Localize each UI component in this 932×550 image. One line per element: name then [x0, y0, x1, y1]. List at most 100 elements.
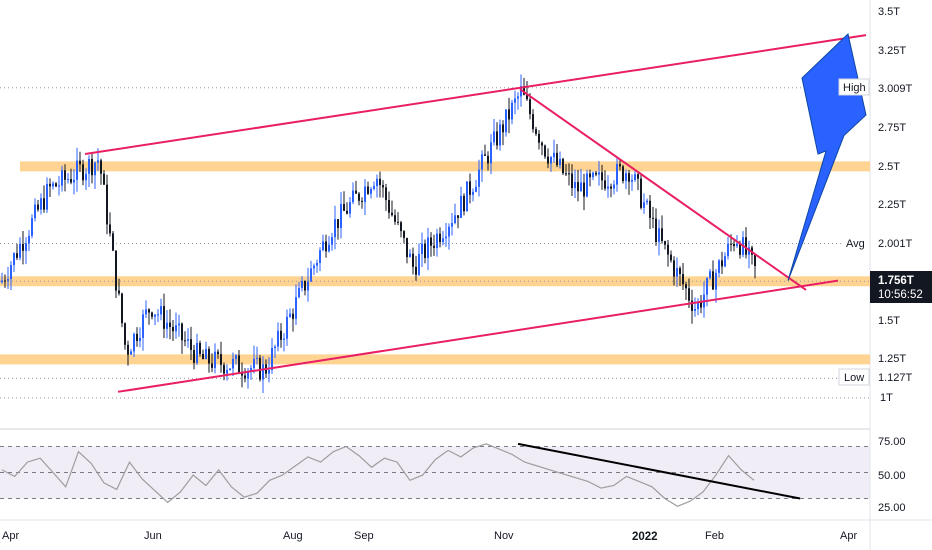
candle-body: [355, 190, 357, 194]
candle-body: [496, 131, 498, 146]
candle-body: [151, 312, 153, 317]
candle-body: [358, 193, 360, 201]
rsi-axis[interactable]: 75.00 50.00 25.00: [878, 436, 906, 514]
candle-body: [643, 202, 645, 208]
candle-body: [271, 347, 273, 371]
candle-body: [82, 164, 84, 181]
candle-body: [436, 233, 438, 248]
candle-body: [619, 164, 621, 167]
last-price-marker[interactable]: 1.756T 10:56:52: [870, 271, 932, 303]
candle-body: [514, 98, 516, 103]
bar-countdown: 10:56:52: [878, 289, 923, 301]
candle-body: [541, 142, 543, 146]
candle-body: [382, 185, 384, 188]
lower-channel-line: [117, 279, 839, 393]
candle-body: [208, 348, 210, 364]
candle-body: [247, 371, 249, 379]
candle-body: [190, 339, 192, 350]
avg-label: Avg: [846, 238, 865, 250]
candle-body: [121, 293, 123, 324]
candle-body: [562, 158, 564, 174]
high-label: High: [843, 82, 866, 94]
candle-body: [679, 268, 681, 275]
candle-body: [4, 280, 6, 282]
candle-body: [415, 266, 417, 275]
candle-body: [721, 260, 723, 267]
candle-body: [418, 254, 420, 275]
price-axis[interactable]: 3.5T 3.25T 2.75T 2.5T 2.25T 1.5T 1.25T 1…: [878, 6, 906, 404]
candle-body: [220, 354, 222, 365]
candle-body: [157, 314, 159, 316]
candle-body: [658, 228, 660, 242]
time-tick-label: Sep: [354, 530, 374, 542]
candle-body: [241, 372, 243, 376]
candle-body: [43, 198, 45, 210]
candle-body: [448, 226, 450, 237]
candle-body: [187, 339, 189, 341]
candle-body: [403, 231, 405, 238]
candle-body: [421, 243, 423, 255]
candle-body: [106, 184, 108, 225]
candle-body: [625, 173, 627, 182]
high-label-box: [838, 78, 870, 96]
candle-body: [124, 323, 126, 345]
candle-body: [715, 272, 717, 290]
candle-body: [709, 271, 711, 278]
candle-body: [94, 162, 96, 176]
candle-body: [274, 346, 276, 348]
candle-body: [412, 253, 414, 267]
candle-body: [571, 173, 573, 189]
candle-body: [70, 179, 72, 183]
candle-body: [526, 94, 528, 100]
candle-body: [361, 200, 363, 202]
candle-body: [730, 243, 732, 245]
candle-body: [346, 210, 348, 214]
projection-arrow[interactable]: [787, 33, 867, 281]
descending-resistance-line: [519, 88, 807, 291]
candle-body: [46, 183, 48, 210]
candle-body: [574, 182, 576, 189]
candle-body: [25, 243, 27, 251]
candle-body: [52, 183, 54, 187]
candle-body: [673, 260, 675, 277]
candle-body: [400, 222, 402, 232]
candle-body: [457, 215, 459, 218]
candle-body: [577, 182, 579, 192]
candle-body: [268, 370, 270, 374]
candle-body: [508, 109, 510, 120]
candle-body: [736, 243, 738, 247]
time-axis[interactable]: Apr Jun Aug Sep Nov 2022 Feb Apr: [2, 530, 857, 543]
candle-body: [745, 237, 747, 255]
price-tick-label: 2.5T: [878, 161, 900, 173]
candle-body: [424, 243, 426, 259]
candle-body: [127, 344, 129, 355]
low-value: 1.127T: [878, 372, 913, 384]
candle-body: [667, 244, 669, 255]
candle-body: [319, 250, 321, 264]
avg-label-box: [842, 235, 869, 251]
price-tick-label: 3.5T: [878, 6, 900, 18]
candle-body: [463, 195, 465, 212]
candlestick-series: [1, 74, 756, 393]
candle-body: [262, 364, 264, 380]
gridlines: [0, 87, 870, 399]
candle-body: [286, 316, 288, 339]
candle-body: [661, 228, 663, 242]
candle-body: [337, 219, 339, 228]
candle-body: [700, 301, 702, 308]
candle-body: [682, 274, 684, 285]
candle-body: [694, 308, 696, 311]
arrow-up-icon: [787, 33, 867, 281]
candle-body: [607, 186, 609, 189]
candle-body: [634, 174, 636, 180]
candle-body: [73, 179, 75, 183]
trendlines[interactable]: [84, 34, 867, 393]
last-price-value: 1.756T: [878, 275, 914, 287]
candle-body: [427, 237, 429, 259]
candle-body: [298, 288, 300, 298]
candle-body: [664, 241, 666, 245]
candle-body: [466, 181, 468, 212]
candle-body: [223, 364, 225, 374]
candle-body: [295, 297, 297, 319]
